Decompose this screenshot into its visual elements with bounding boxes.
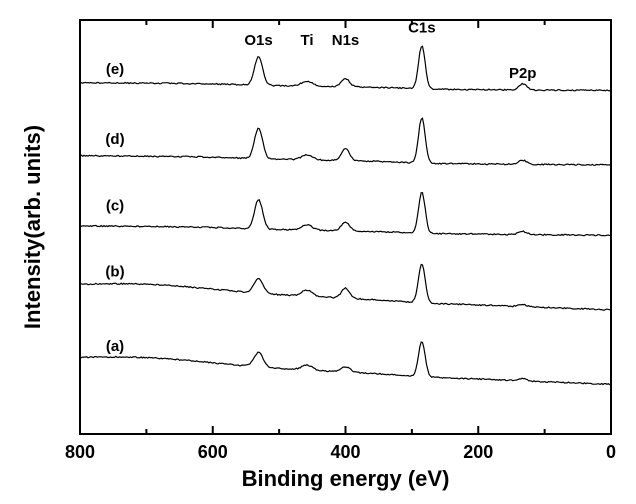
spectrum-c bbox=[80, 193, 611, 236]
x-tick-label: 600 bbox=[198, 442, 228, 462]
peak-label-o1s: O1s bbox=[244, 32, 272, 49]
spectrum-b bbox=[80, 265, 611, 311]
chart-svg: 0 200 400 600 800 Binding energy (eV) Intensit… bbox=[0, 0, 636, 504]
peak-label-p2p: P2p bbox=[509, 65, 537, 82]
spectrum-a bbox=[80, 342, 611, 385]
x-axis-label: Binding energy (eV) bbox=[242, 466, 450, 491]
series-label-e: (e) bbox=[106, 61, 124, 78]
series-label-c: (c) bbox=[106, 197, 124, 214]
series-label-b: (b) bbox=[105, 264, 124, 281]
xps-chart: 0 200 400 600 800 Binding energy (eV) Intensit… bbox=[0, 0, 636, 504]
series-label-d: (d) bbox=[105, 131, 124, 148]
x-tick-label: 800 bbox=[65, 442, 95, 462]
x-tick-label: 400 bbox=[330, 442, 360, 462]
y-axis-label: Intensity(arb. units) bbox=[20, 125, 45, 329]
spectrum-d bbox=[80, 118, 611, 165]
peak-label-c1s: C1s bbox=[408, 19, 436, 36]
x-tick-label: 0 bbox=[606, 442, 616, 462]
peak-label-ti: Ti bbox=[300, 32, 313, 49]
peak-label-n1s: N1s bbox=[332, 32, 360, 49]
x-tick-label: 200 bbox=[463, 442, 493, 462]
series-label-a: (a) bbox=[106, 338, 124, 355]
